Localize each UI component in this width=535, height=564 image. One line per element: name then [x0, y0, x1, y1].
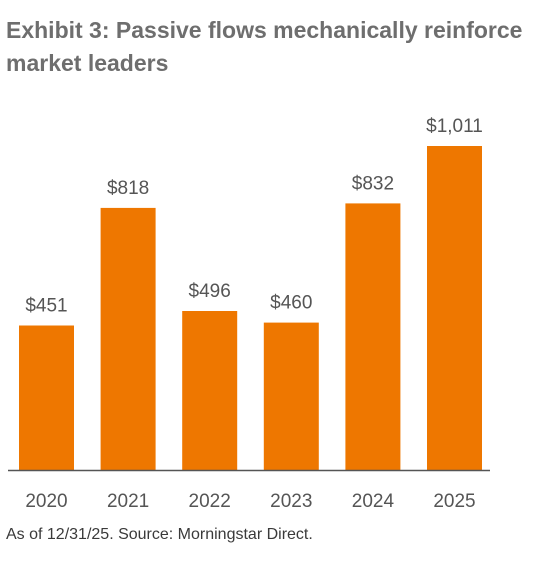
data-labels-group: $451 $818 $496 $460 $832 $1,011 [25, 116, 482, 317]
data-label-2024: $832 [352, 173, 394, 194]
source-note: As of 12/31/25. Source: Morningstar Dire… [6, 526, 313, 543]
x-tick-label-2025: 2025 [433, 491, 475, 512]
x-tick-label-2021: 2021 [107, 491, 149, 512]
data-label-2021: $818 [107, 178, 149, 199]
bar-2023 [263, 322, 319, 470]
x-tick-labels-group: 2020 2021 2022 2023 2024 2025 [25, 491, 475, 512]
bar-2021 [100, 207, 156, 470]
x-tick-label-2020: 2020 [25, 491, 67, 512]
data-label-2022: $496 [189, 281, 231, 302]
data-label-2023: $460 [270, 293, 312, 314]
bar-chart: $451$818$496$460$832$1,011 2020 2021 2022 2… [8, 116, 490, 512]
bar-2024 [345, 203, 401, 470]
bar-2020 [19, 325, 74, 470]
x-tick-label-2022: 2022 [189, 491, 231, 512]
x-tick-label-2023: 2023 [270, 491, 312, 512]
data-label-2025: $1,011 [426, 116, 483, 137]
x-tick-label-2024: 2024 [352, 491, 395, 512]
bar-2025 [427, 146, 482, 470]
bar-2022 [182, 311, 238, 470]
chart-title: Exhibit 3: Passive flows mechanically re… [6, 17, 523, 76]
data-label-2020: $451 [25, 296, 67, 317]
bars-group [19, 146, 482, 470]
